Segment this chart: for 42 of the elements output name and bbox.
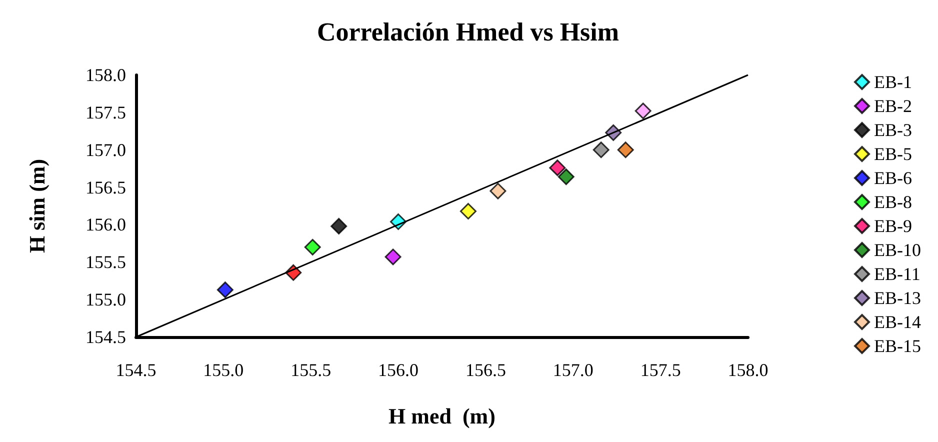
- legend-label: EB-14: [874, 312, 922, 332]
- x-tick-label: 156.5: [465, 360, 506, 380]
- point: [634, 102, 652, 120]
- y-tick-label: 156.5: [86, 177, 126, 198]
- y-tick-label: 155.0: [86, 290, 126, 310]
- point: [304, 238, 321, 256]
- point: [558, 168, 574, 186]
- x-tick-label: 154.5: [116, 360, 156, 380]
- point: [216, 282, 234, 298]
- point: [384, 248, 402, 266]
- x-tick-label: 158.0: [728, 360, 768, 380]
- point: [549, 160, 566, 176]
- point: [330, 218, 348, 234]
- x-tick-label: 157.5: [640, 360, 681, 380]
- legend-label: EB-11: [874, 264, 920, 284]
- legend-label: EB-1: [874, 72, 912, 92]
- legend-label: EB-15: [874, 336, 922, 356]
- y-tick-label: 155.5: [86, 252, 126, 272]
- legend-label: EB-10: [874, 240, 922, 260]
- chart-title: Correlación Hmed vs Hsim: [316, 18, 620, 46]
- legend-label: EB-2: [874, 96, 912, 116]
- y-tick-label: 157.5: [86, 102, 126, 122]
- x-axis-title: H med (m): [388, 404, 496, 428]
- point: [490, 182, 506, 200]
- legend-label: EB-6: [874, 168, 912, 188]
- legend-label: EB-9: [874, 216, 912, 236]
- y-tick-label: 157.0: [86, 140, 126, 160]
- point: [617, 142, 634, 158]
- legend-label: EB-5: [874, 144, 912, 164]
- y-tick-label: 158.0: [86, 65, 126, 85]
- point: [460, 202, 476, 220]
- y-tick-label: 154.5: [86, 327, 126, 347]
- point: [592, 142, 610, 158]
- legend-label: EB-8: [874, 192, 912, 212]
- x-tick-label: 156.0: [378, 360, 419, 380]
- x-tick-label: 157.0: [552, 360, 594, 380]
- legend-label: EB-13: [874, 288, 922, 308]
- x-tick-label: 155.0: [203, 360, 244, 380]
- y-axis-title: H sim (m): [24, 158, 50, 254]
- x-tick-label: 155.5: [290, 360, 332, 380]
- y-tick-label: 156.0: [86, 214, 126, 235]
- legend-label: EB-3: [874, 120, 912, 140]
